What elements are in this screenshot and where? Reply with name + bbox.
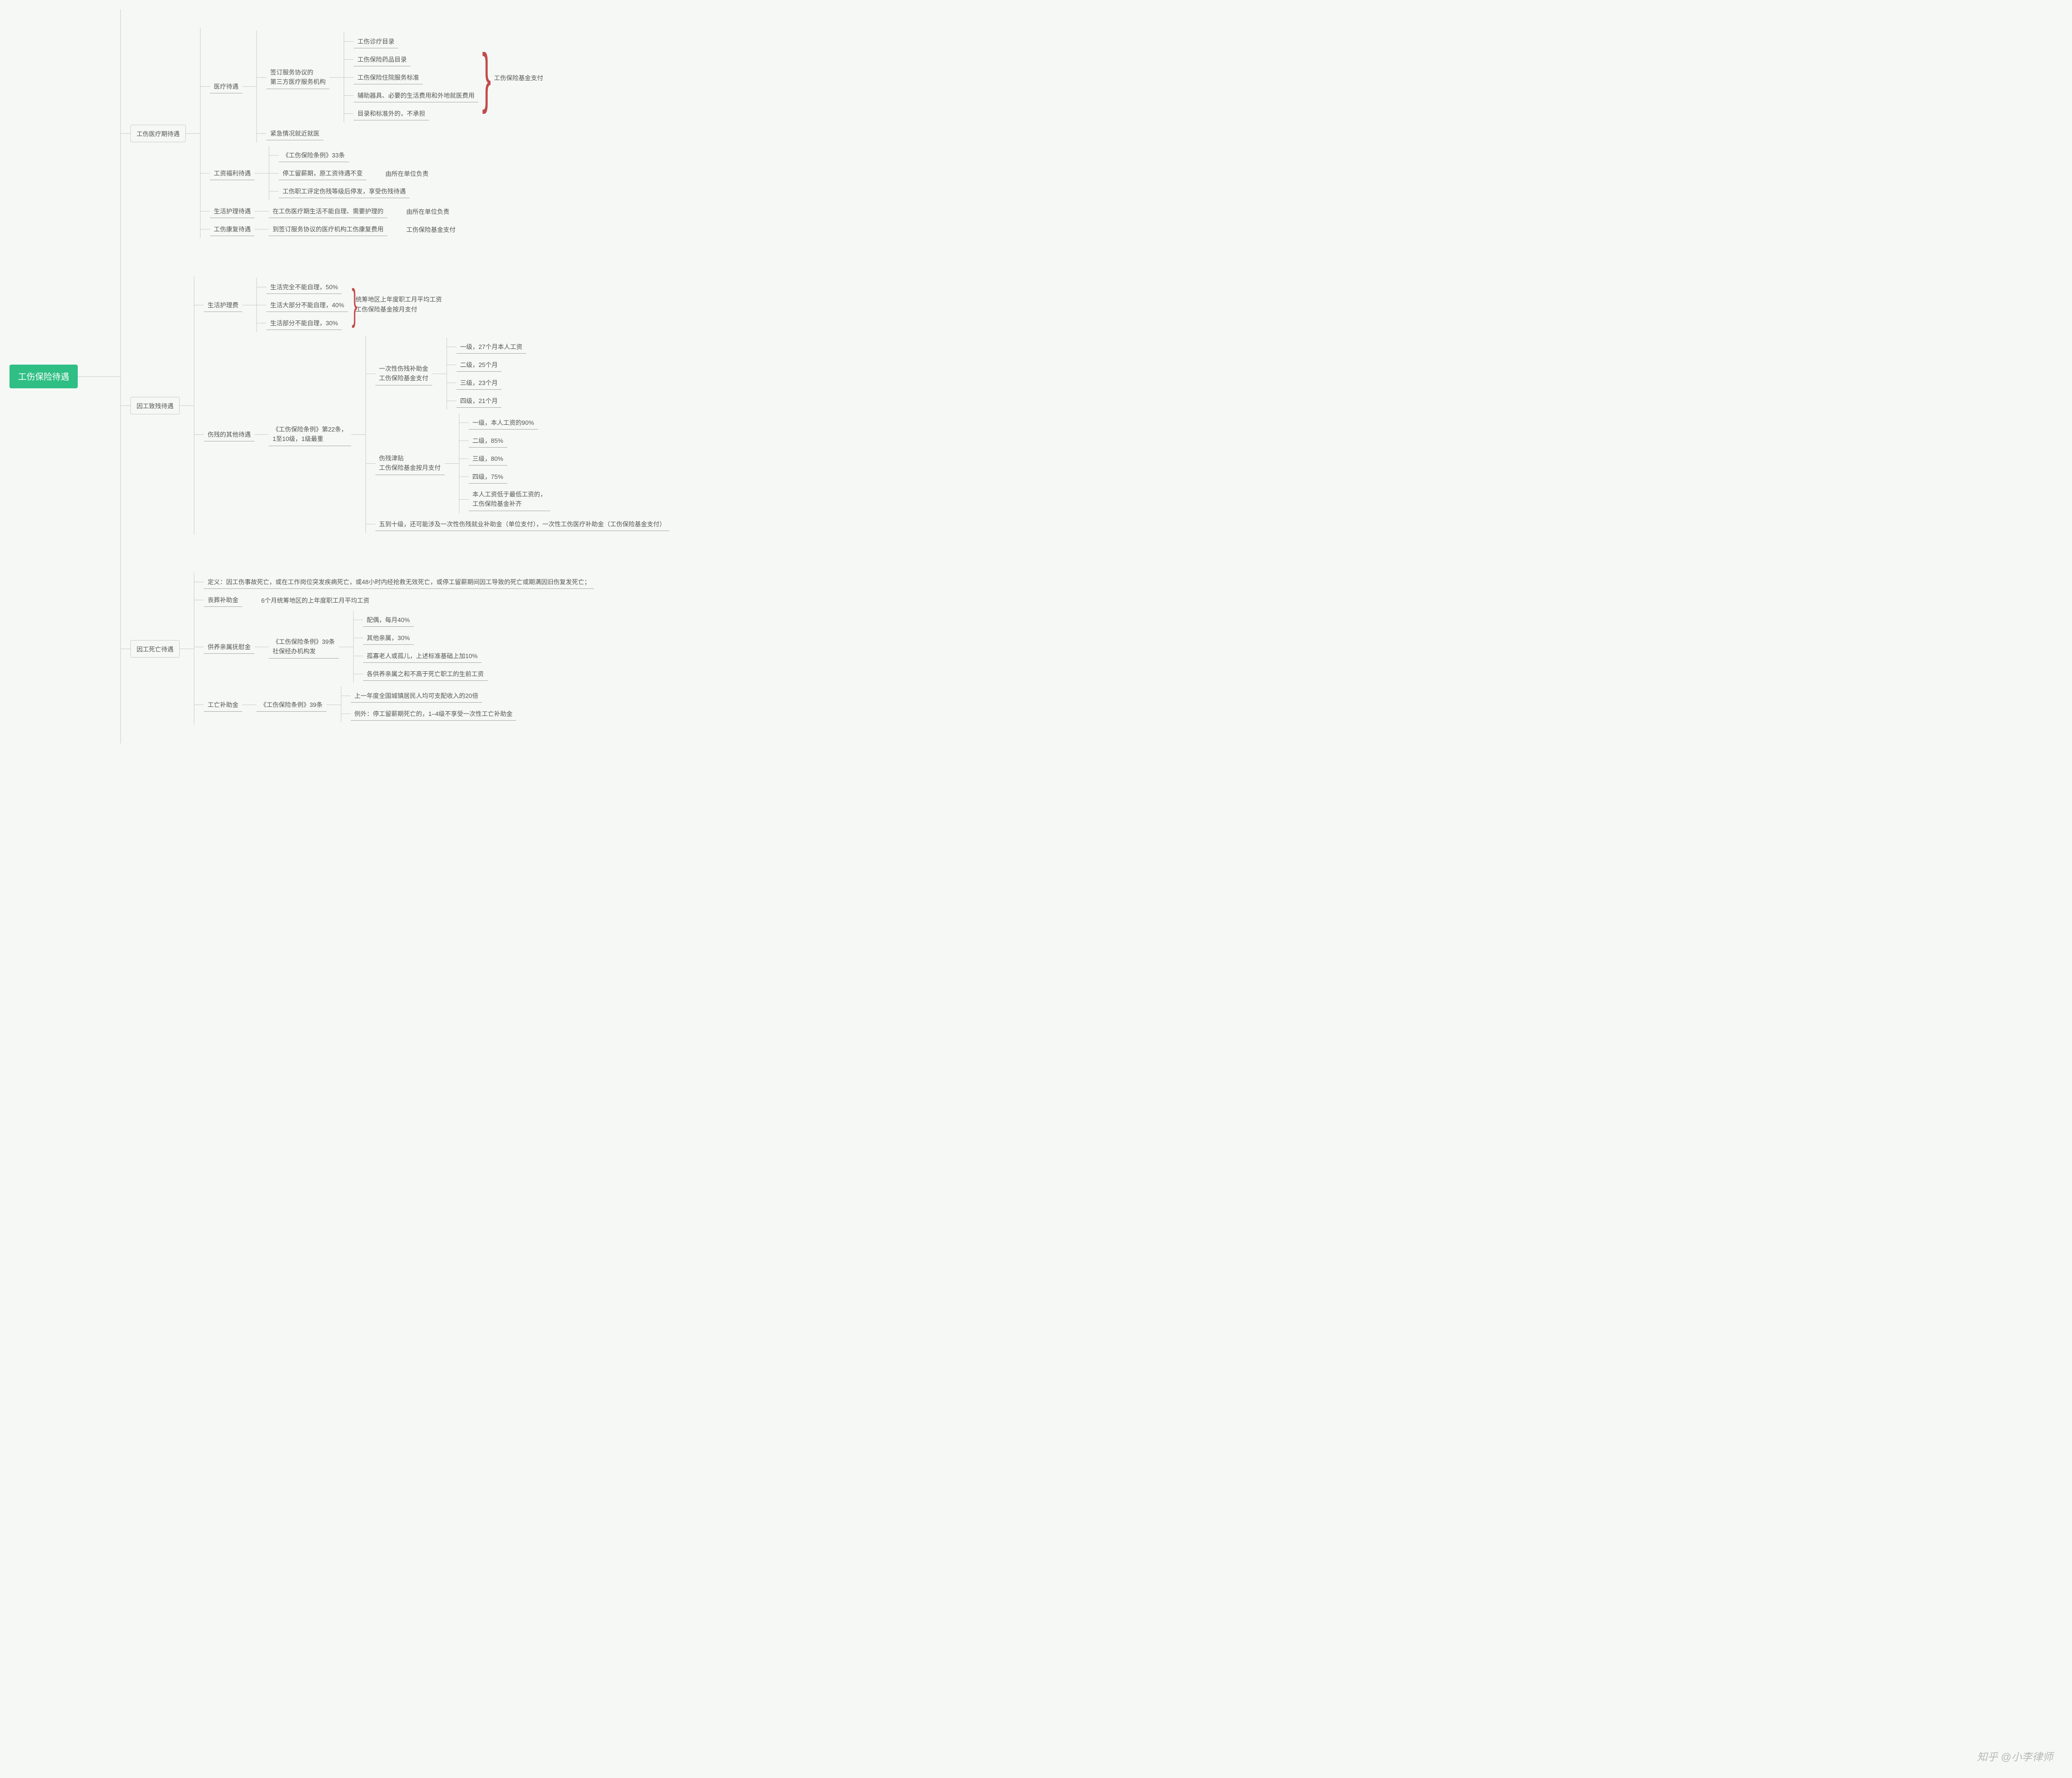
node-death: 因工死亡待遇: [130, 640, 180, 658]
level1-children: 工伤医疗期待遇 医疗待遇 签订服务协议的 第三方医疗服务机构 工伤诊疗目录: [120, 9, 669, 743]
node-care-fee: 生活护理费: [204, 298, 242, 312]
node-medical-treatment: 医疗待遇: [210, 79, 242, 93]
mindmap-root-container: 工伤保险待遇 工伤医疗期待遇 医疗待遇 签订服务协议的 第三方医疗服务机构: [9, 9, 2063, 743]
node-dependent: 供养亲属抚慰金: [204, 640, 255, 654]
leaf: 生活完全不能自理，50%: [266, 280, 342, 294]
leaf: 工伤保险药品目录: [354, 52, 411, 66]
annot-care-fee: 统筹地区上年度职工月平均工资 工伤保险基金按月支付: [356, 295, 442, 315]
node-rehab: 工伤康复待遇: [210, 222, 255, 236]
leaf-emergency: 紧急情况就近就医: [266, 126, 323, 140]
leaf-five-ten: 五到十级，还可能涉及一次性伤残就业补助金（单位支付），一次性工伤医疗补助金（工伤…: [375, 517, 670, 531]
node-disability: 因工致残待遇: [130, 397, 180, 414]
branch-medical-period: 工伤医疗期待遇 医疗待遇 签订服务协议的 第三方医疗服务机构 工伤诊疗目录: [121, 28, 669, 238]
node-law39b: 《工伤保险条例》39条: [256, 697, 326, 712]
leaf: 本人工资低于最低工资的， 工伤保险基金补齐: [469, 487, 550, 511]
annot-fund-pay: 工伤保险基金支付: [494, 73, 543, 82]
leaf: 二级，25个月: [456, 357, 502, 372]
root-node: 工伤保险待遇: [9, 365, 78, 388]
leaf: 《工伤保险条例》33条: [279, 148, 348, 162]
leaf: 上一年度全国城镇居民人均可支配收入的20倍: [351, 688, 482, 703]
node-law22: 《工伤保险条例》第22条， 1至10级，1级最重: [269, 422, 351, 446]
leaf: 停工留薪期，原工资待遇不变: [279, 166, 366, 180]
leaf: 孤寡老人或孤儿，上述标准基础上加10%: [363, 649, 482, 663]
node-allowance: 伤残津贴 工伤保险基金按月支付: [375, 451, 445, 475]
extra-note: 工伤保险基金支付: [406, 225, 456, 234]
extra-note: 由所在单位负责: [385, 169, 429, 178]
leaf: 四级，75%: [469, 469, 507, 484]
leaf: 一级，本人工资的90%: [469, 415, 538, 430]
leaf: 辅助器具、必要的生活费用和外地就医费用: [354, 88, 478, 102]
leaf: 目录和标准外的，不承担: [354, 106, 429, 120]
leaf: 工伤职工评定伤残等级后停发，享受伤残待遇: [279, 184, 410, 198]
leaf: 工伤诊疗目录: [354, 34, 398, 48]
branch-death: 因工死亡待遇 定义：因工伤事故死亡，或在工作岗位突发疾病死亡，或48小时内经抢救…: [121, 573, 669, 724]
branch-disability: 因工致残待遇 生活护理费 生活完全不能自理，50% 生活大部分不能自理，40% …: [121, 276, 669, 535]
leaf: 其他亲属，30%: [363, 631, 414, 645]
leaf: 6个月统筹地区的上年度职工月平均工资: [261, 596, 369, 605]
node-other-disability: 伤残的其他待遇: [204, 427, 255, 441]
node-third-party: 签订服务协议的 第三方医疗服务机构: [266, 65, 329, 89]
brace-icon: }: [352, 286, 357, 324]
leaf: 生活部分不能自理，30%: [266, 316, 342, 330]
leaf: 三级，80%: [469, 451, 507, 466]
node-funeral: 丧葬补助金: [204, 593, 242, 607]
node-medical-period: 工伤医疗期待遇: [130, 125, 186, 142]
leaf: 一级，27个月本人工资: [456, 339, 526, 354]
leaf: 到签订服务协议的医疗机构工伤康复费用: [269, 222, 387, 236]
watermark: 知乎 @小李律师: [1977, 1749, 2053, 1764]
node-law39a: 《工伤保险条例》39条 社保经办机构发: [269, 635, 338, 659]
leaf: 二级，85%: [469, 433, 507, 448]
leaf-def: 定义：因工伤事故死亡，或在工作岗位突发疾病死亡，或48小时内经抢救无效死亡，或停…: [204, 575, 594, 589]
leaf: 工伤保险住院服务标准: [354, 70, 423, 84]
leaf: 三级，23个月: [456, 376, 502, 390]
leaf: 各供养亲属之和不高于死亡职工的生前工资: [363, 667, 488, 681]
leaf: 配偶，每月40%: [363, 613, 414, 627]
node-death-subsidy: 工亡补助金: [204, 697, 242, 712]
node-salary-welfare: 工资福利待遇: [210, 166, 255, 180]
leaf: 生活大部分不能自理，40%: [266, 298, 348, 312]
leaf: 在工伤医疗期生活不能自理、需要护理的: [269, 204, 387, 218]
leaf: 例外：停工留薪期死亡的，1–4级不享受一次性工亡补助金: [351, 706, 517, 721]
extra-note: 由所在单位负责: [406, 207, 449, 216]
leaf: 四级，21个月: [456, 394, 502, 408]
node-care: 生活护理待遇: [210, 204, 255, 218]
brace-icon: }: [482, 47, 491, 107]
node-onetime-subsidy: 一次性伤残补助金 工伤保险基金支付: [375, 362, 432, 385]
